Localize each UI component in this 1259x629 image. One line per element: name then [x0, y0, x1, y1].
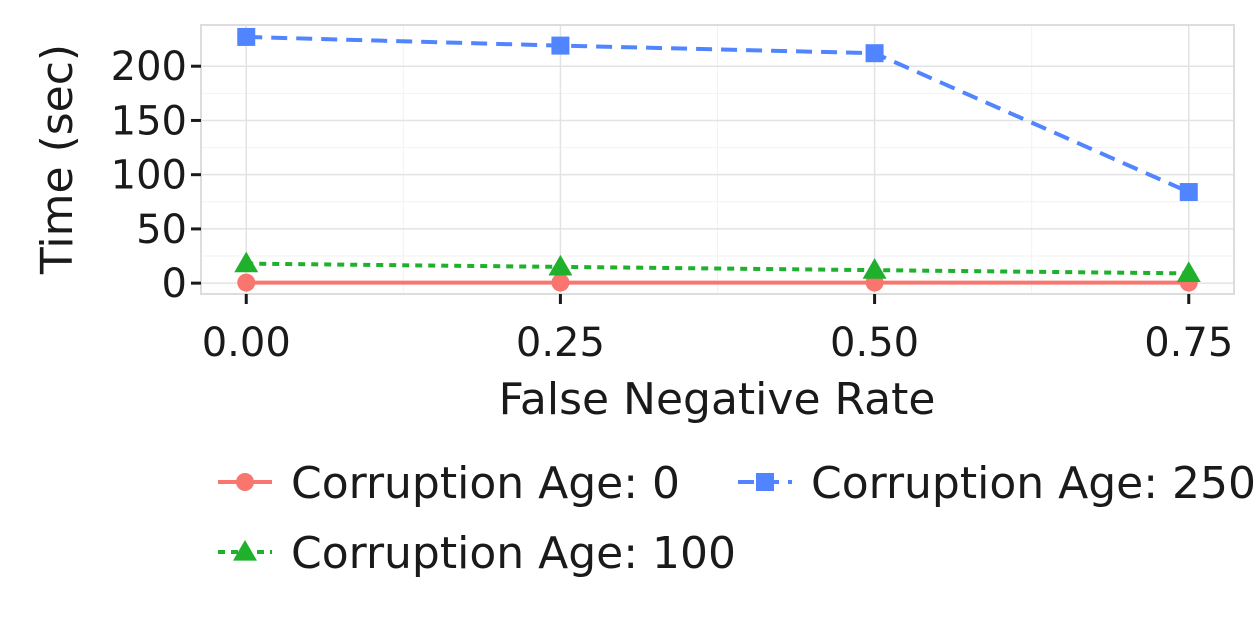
data-point-series-2	[237, 27, 256, 46]
x-tick-label: 0.00	[202, 320, 291, 366]
x-tick-label: 0.50	[830, 320, 919, 366]
legend-label-1: Corruption Age: 100	[291, 528, 736, 579]
data-point-series-1	[862, 258, 887, 279]
y-tick-label: 100	[111, 153, 187, 199]
x-tick-label: 0.25	[516, 320, 605, 366]
data-point-series-2	[551, 36, 570, 55]
series-layer	[234, 27, 1201, 292]
series-line-2	[246, 34, 1190, 194]
y-tick-label: 0	[162, 261, 187, 307]
legend-marker-2	[756, 473, 774, 491]
y-tick-label: 50	[136, 207, 187, 253]
data-point-series-1	[234, 251, 259, 273]
data-point-series-2	[865, 44, 884, 63]
legend-label-0: Corruption Age: 0	[291, 458, 680, 509]
legend-marker-1	[233, 540, 257, 561]
plot-panel-border	[200, 24, 1235, 295]
y-tick-label: 150	[111, 98, 187, 144]
y-axis-title: Time (sec)	[32, 44, 83, 275]
x-axis-title: False Negative Rate	[499, 374, 936, 425]
data-point-series-2	[1179, 183, 1198, 202]
grid	[201, 25, 1234, 294]
series-line-1	[246, 261, 1189, 276]
legend-marker-0	[236, 473, 254, 491]
axes: 0 50 100 150 200 0.00 0.25 0.50 0.75	[111, 44, 1234, 366]
x-tick-label: 0.75	[1144, 320, 1233, 366]
legend-label-2: Corruption Age: 250	[811, 458, 1256, 509]
data-point-series-1	[548, 254, 573, 276]
data-point-series-0	[237, 273, 256, 292]
legend: Corruption Age: 0 Corruption Age: 250 Corr…	[218, 458, 1256, 579]
y-tick-label: 200	[111, 44, 187, 90]
data-point-series-0	[551, 273, 570, 292]
data-point-series-1	[1176, 261, 1201, 283]
